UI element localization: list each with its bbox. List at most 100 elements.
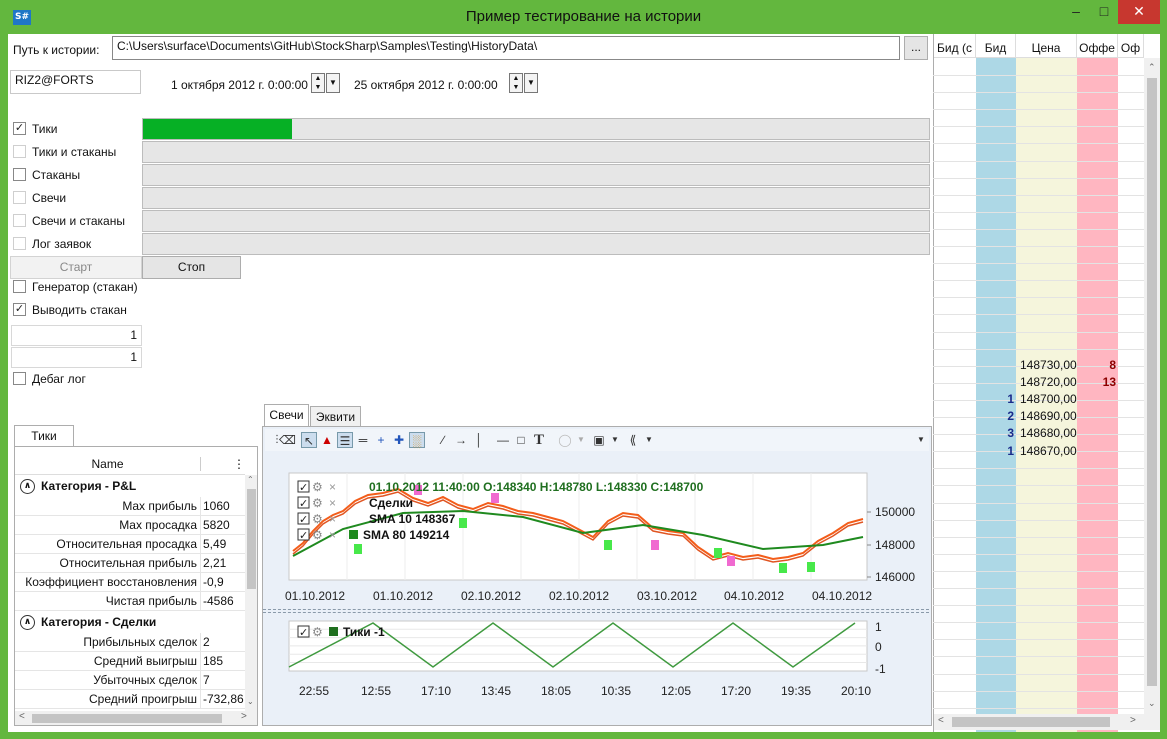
client-area: Путь к истории: C:\Users\surface\Documen… [8,34,1160,732]
order-book-header[interactable]: Бид (с [934,34,976,58]
date-to-field[interactable]: 25 октября 2012 г. 0:00:00 [354,78,498,92]
ob-scroll-left-icon[interactable]: < [938,715,944,726]
date-from-spinner[interactable]: ▲ ▼ [311,73,325,93]
tab-ticks[interactable]: Тики [14,425,74,447]
date-to-spinner[interactable]: ▲ ▼ [509,73,523,93]
date-from-field[interactable]: 1 октября 2012 г. 0:00:00 [171,78,308,92]
scroll-left-icon[interactable]: < [19,711,25,722]
order-book-header[interactable]: Цена [1016,34,1077,58]
order-book-price: 148730,00 [1020,358,1077,372]
pane-splitter[interactable] [263,609,929,613]
security-input[interactable]: RIZ2@FORTS [10,70,141,94]
save-icon[interactable]: ▣ [593,433,605,447]
stats-row: Max просадка 5820 [15,516,245,535]
toolbar-overflow-icon[interactable]: ▼ [917,435,925,444]
price-chart[interactable]: 150000 148000 146000 01.10.2012 01.10.2012 02… [263,453,929,607]
mode-checkbox[interactable] [13,168,26,181]
mode-checkbox[interactable] [13,191,26,204]
crosshair-icon[interactable]: + [377,433,385,447]
stop-button[interactable]: Стоп [142,256,241,279]
stats-vscroll-thumb[interactable] [247,489,256,589]
line-tool-icon[interactable]: ∕ [441,433,444,447]
ob-hscroll-thumb[interactable] [952,717,1110,727]
order-book-header[interactable]: Оффе [1077,34,1118,58]
share-icon[interactable]: ⟪ [629,433,637,447]
volume-icon[interactable]: ░ [409,432,425,448]
stats-key: Средний проигрыш [15,690,201,709]
rectangle-tool-icon[interactable]: □ [517,433,525,447]
generator-checkbox[interactable] [13,280,26,293]
ob-scroll-right-icon[interactable]: > [1130,715,1136,726]
browse-button[interactable]: ... [904,36,928,60]
stats-hscroll-thumb[interactable] [32,714,222,723]
tab-equity[interactable]: Эквити [310,406,361,426]
stats-vscrollbar[interactable]: ⌃ ⌄ [245,475,257,711]
collapse-icon[interactable]: ∧ [20,479,35,495]
mouse-icon[interactable]: ◯ [558,433,572,447]
numeric-input-2[interactable]: 1 [11,347,142,368]
mode-checkbox[interactable] [13,214,26,227]
date-from-dropdown-icon[interactable]: ▼ [326,73,340,93]
vline-tool-icon[interactable]: │ [475,433,483,447]
show-depth-checkbox[interactable]: ✓ [13,303,26,316]
legend-checkbox[interactable] [297,496,310,509]
stats-category[interactable]: ∧ Категория - P&L [15,475,136,497]
mode-progress-bar [142,233,930,255]
close-icon[interactable]: ✕ [1118,0,1160,24]
legend-close-icon[interactable]: × [329,480,336,494]
legend-label: SMA 80 149214 [363,528,450,542]
order-book-vscrollbar[interactable]: ⌃ ⌄ [1144,58,1160,714]
stats-value: 7 [203,673,210,687]
order-book-header[interactable]: Бид [976,34,1016,58]
legend-gear-icon[interactable]: ⚙ [312,480,323,494]
share-dropdown-icon[interactable]: ▼ [645,435,653,444]
ob-scroll-up-icon[interactable]: ⌃ [1148,62,1156,72]
mode-checkbox[interactable] [13,145,26,158]
save-dropdown-icon[interactable]: ▼ [611,435,619,444]
arrow-tool-icon[interactable]: → [455,433,467,447]
legend-gear-icon[interactable]: ⚙ [312,496,323,510]
mode-checkbox[interactable] [13,237,26,250]
trades-icon[interactable]: ▲ [321,433,333,447]
legend-checkbox[interactable] [297,512,310,525]
legend-checkbox[interactable] [297,480,310,493]
order-book-hscrollbar[interactable]: < > [934,714,1160,730]
tab-candles[interactable]: Свечи [264,404,309,426]
scroll-down-icon[interactable]: ⌄ [247,697,254,706]
minimize-icon[interactable]: – [1072,3,1080,19]
collapse-icon[interactable]: ∧ [20,615,35,631]
legend-gear-icon[interactable]: ⚙ [312,512,323,526]
legend-gear-icon[interactable]: ⚙ [312,625,323,639]
legend-gear-icon[interactable]: ⚙ [312,528,323,542]
legend-checkbox[interactable] [297,625,310,638]
stats-hscrollbar[interactable]: < > [15,711,257,725]
ob-vscroll-thumb[interactable] [1147,78,1157,686]
pointer-icon[interactable]: ↖ [301,432,317,448]
mode-checkbox[interactable]: ✓ [13,122,26,135]
history-path-input[interactable]: C:\Users\surface\Documents\GitHub\StockS… [112,36,900,60]
scroll-up-icon[interactable]: ⌃ [247,475,254,484]
mouse-dropdown-icon[interactable]: ▼ [577,435,585,444]
order-book-header[interactable]: Оф [1118,34,1144,58]
legend-checkbox[interactable] [297,528,310,541]
ticks-chart[interactable]: 1 0 -1 22:55 12:55 17:10 13:45 18:05 10:35 12:05 1… [263,617,929,725]
legend-close-icon[interactable]: × [329,512,336,526]
start-button[interactable]: Старт [10,256,142,279]
text-tool-icon[interactable]: T [533,432,544,448]
ob-scroll-down-icon[interactable]: ⌄ [1148,698,1156,708]
legend-icon[interactable]: ☰ [337,432,353,448]
scroll-right-icon[interactable]: > [241,711,247,722]
numeric-input-1[interactable]: 1 [11,325,142,346]
eraser-icon[interactable]: ⌫ [279,433,296,447]
debug-checkbox[interactable] [13,372,26,385]
legend-close-icon[interactable]: × [329,496,336,510]
crosshair-data-icon[interactable]: ✚ [393,433,405,447]
stats-key: Max просадка [15,516,201,535]
legend-close-icon[interactable]: × [329,528,336,542]
stats-category[interactable]: ∧ Категория - Сделки [15,611,156,633]
hline-tool-icon[interactable]: ═ [358,433,368,447]
column-menu-icon[interactable]: ⋮ [233,457,245,471]
horizontal-line-icon[interactable]: — [497,433,509,447]
date-to-dropdown-icon[interactable]: ▼ [524,73,538,93]
maximize-icon[interactable]: □ [1099,3,1109,19]
